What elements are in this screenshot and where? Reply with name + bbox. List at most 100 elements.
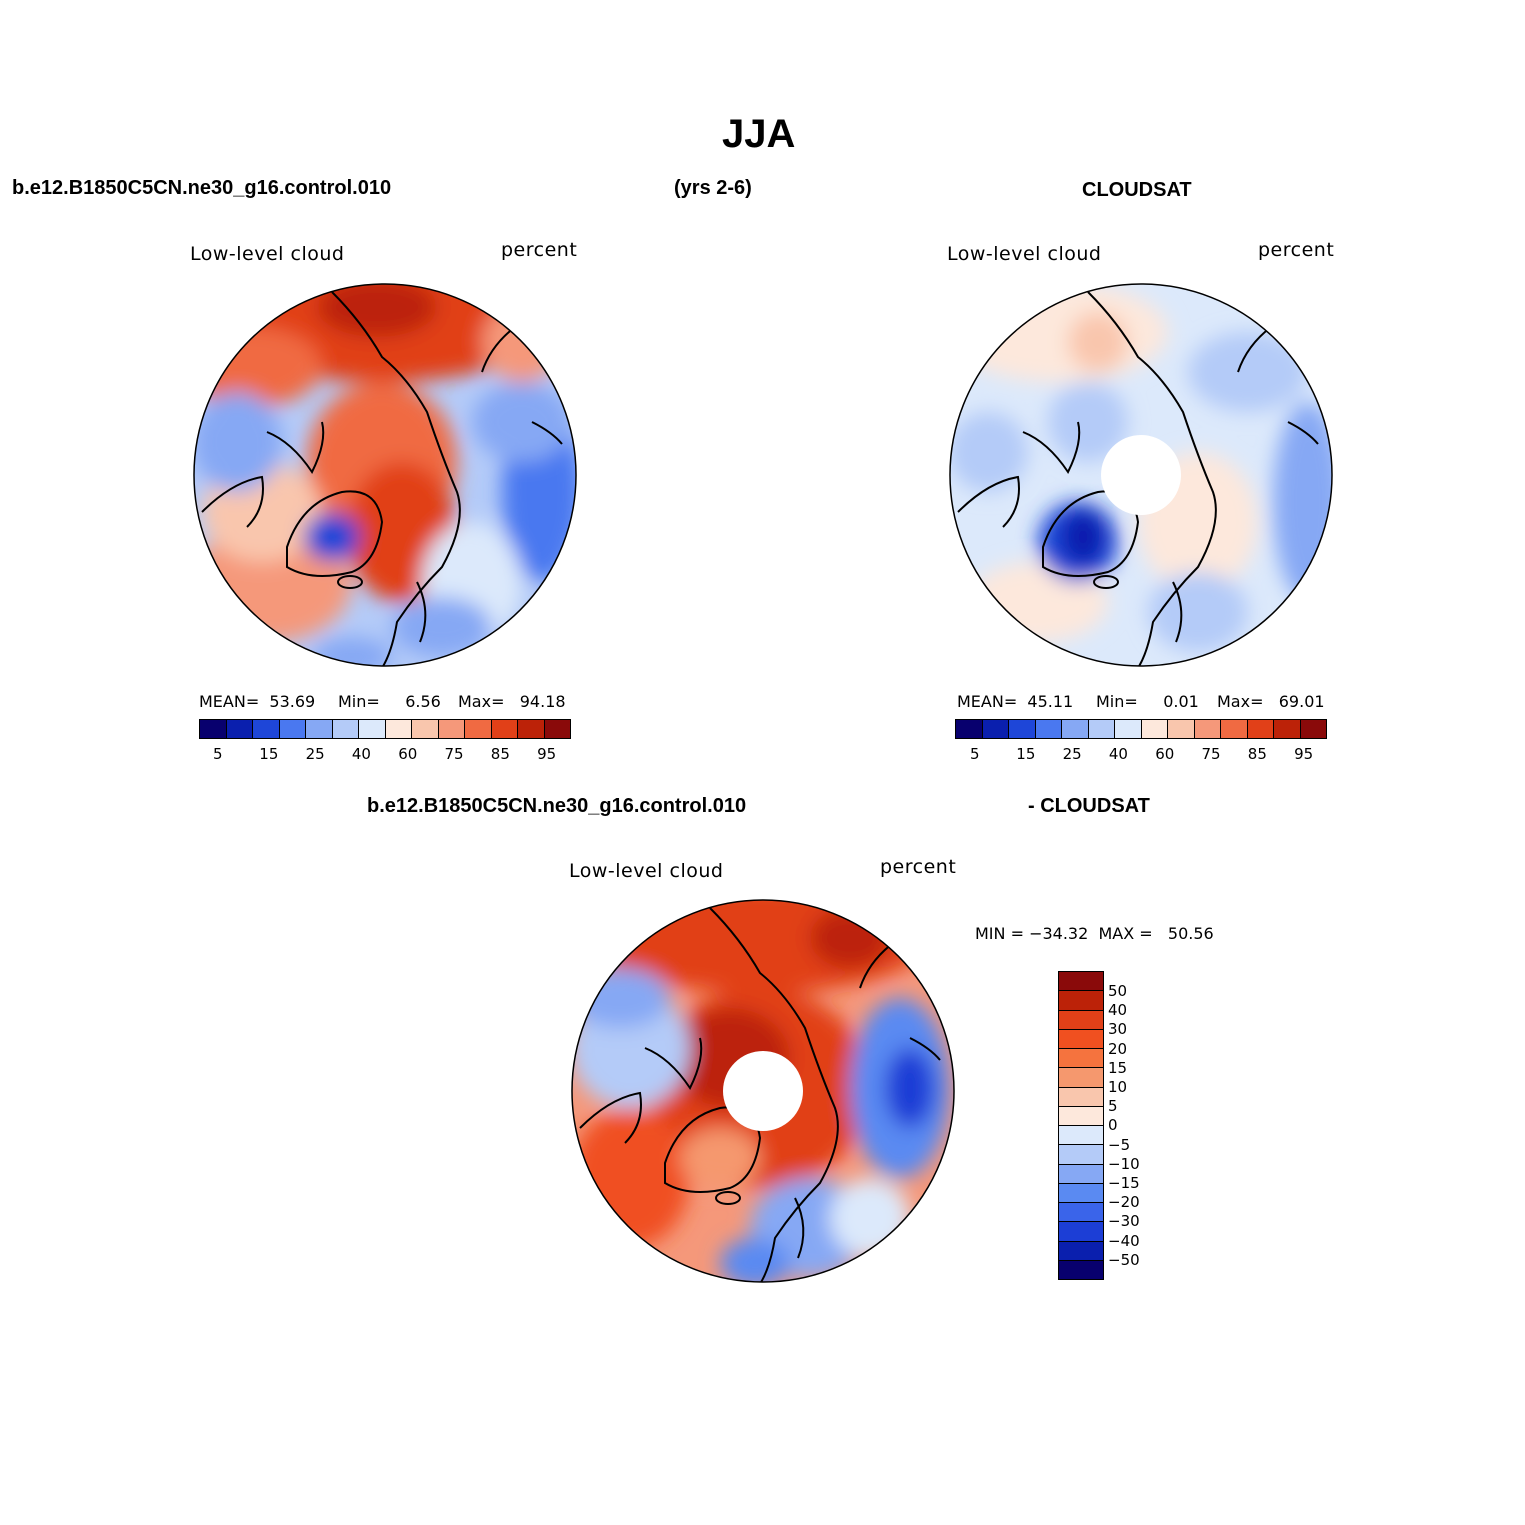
- colorbar-swatch: [1009, 720, 1036, 738]
- colorbar-swatch: [544, 720, 570, 738]
- colorbar-tick-label: 0: [1108, 1116, 1118, 1135]
- colorbar-tick-label: 5: [1108, 1097, 1118, 1116]
- colorbar-swatch: [438, 720, 465, 738]
- model-mean-value: 53.69: [269, 692, 316, 711]
- colorbar-swatch: [1247, 720, 1274, 738]
- obs-max-stat: Max= 69.01: [1217, 692, 1325, 711]
- colorbar-swatch: [200, 720, 227, 738]
- colorbar-swatch: [385, 720, 412, 738]
- colorbar-tick-label: 40: [351, 745, 371, 763]
- model-min-stat: Min= 6.56: [338, 692, 441, 711]
- colorbar-swatch: [1300, 720, 1326, 738]
- diff-variable-label: Low-level cloud: [569, 860, 724, 882]
- colorbar-swatch: [1274, 720, 1301, 738]
- colorbar-tick-label: 5: [970, 745, 980, 763]
- colorbar-swatch: [1059, 1183, 1103, 1203]
- colorbar-swatch: [1059, 1241, 1103, 1261]
- colorbar-swatch: [1059, 1106, 1103, 1126]
- model-units-label: percent: [501, 239, 578, 261]
- colorbar-swatch: [1059, 1164, 1103, 1184]
- colorbar-swatch: [279, 720, 306, 738]
- diff-obs-name-header: - CLOUDSAT: [1028, 795, 1150, 817]
- model-max-stat: Max= 94.18: [458, 692, 566, 711]
- colorbar-swatch: [1059, 1260, 1103, 1279]
- colorbar-tick-label: −30: [1108, 1212, 1140, 1231]
- colorbar-tick-label: 20: [1108, 1039, 1128, 1058]
- diff-colorbar: [1058, 971, 1104, 1280]
- obs-colorbar: [955, 719, 1327, 739]
- colorbar-swatch: [359, 720, 386, 738]
- obs-polar-map: [949, 283, 1333, 667]
- colorbar-tick-label: 15: [1016, 745, 1036, 763]
- colorbar-swatch: [1115, 720, 1142, 738]
- colorbar-swatch: [1059, 1010, 1103, 1030]
- colorbar-swatch: [412, 720, 439, 738]
- model-mean-stat: MEAN= 53.69: [199, 692, 316, 711]
- colorbar-swatch: [1059, 1029, 1103, 1049]
- colorbar-swatch: [1059, 1068, 1103, 1088]
- colorbar-swatch: [1088, 720, 1115, 738]
- colorbar-swatch: [1062, 720, 1089, 738]
- model-colorbar: [199, 719, 571, 739]
- colorbar-swatch: [1059, 1049, 1103, 1069]
- colorbar-swatch: [253, 720, 280, 738]
- colorbar-tick-label: 15: [1108, 1058, 1128, 1077]
- obs-name-header: CLOUDSAT: [1082, 179, 1192, 201]
- colorbar-tick-label: 10: [1108, 1078, 1128, 1096]
- colorbar-swatch: [306, 720, 333, 738]
- colorbar-swatch: [956, 720, 983, 738]
- colorbar-tick-label: 50: [1108, 982, 1128, 1000]
- colorbar-tick-label: 40: [1108, 1001, 1128, 1020]
- colorbar-tick-label: 15: [259, 745, 279, 763]
- colorbar-swatch: [1059, 1222, 1103, 1242]
- colorbar-tick-label: 85: [490, 745, 510, 763]
- diff-units-label: percent: [880, 856, 957, 878]
- colorbar-tick-label: 95: [537, 745, 557, 763]
- colorbar-swatch: [982, 720, 1009, 738]
- colorbar-swatch: [518, 720, 545, 738]
- model-polar-map: [193, 283, 577, 667]
- colorbar-tick-label: 40: [1108, 745, 1128, 763]
- obs-mean-stat: MEAN= 45.11: [957, 692, 1074, 711]
- colorbar-tick-label: 25: [1062, 745, 1082, 763]
- colorbar-tick-label: 95: [1294, 745, 1314, 763]
- colorbar-tick-label: −40: [1108, 1231, 1140, 1250]
- model-variable-label: Low-level cloud: [190, 243, 345, 265]
- colorbar-swatch: [1059, 1203, 1103, 1223]
- obs-units-label: percent: [1258, 239, 1335, 261]
- colorbar-tick-label: 60: [398, 745, 418, 763]
- colorbar-swatch: [226, 720, 253, 738]
- colorbar-swatch: [1059, 1087, 1103, 1107]
- colorbar-tick-label: −50: [1108, 1250, 1140, 1269]
- colorbar-swatch: [465, 720, 492, 738]
- obs-max-value: 69.01: [1278, 692, 1325, 711]
- colorbar-tick-label: −5: [1108, 1135, 1131, 1154]
- colorbar-tick-label: 30: [1108, 1020, 1128, 1039]
- colorbar-swatch: [1221, 720, 1248, 738]
- colorbar-swatch: [1059, 1126, 1103, 1146]
- model-min-value: 6.56: [405, 692, 441, 711]
- colorbar-tick-label: −20: [1108, 1193, 1140, 1212]
- colorbar-swatch: [1059, 1145, 1103, 1165]
- colorbar-tick-label: 60: [1155, 745, 1175, 763]
- obs-mean-value: 45.11: [1027, 692, 1074, 711]
- colorbar-swatch: [1059, 991, 1103, 1011]
- case-name-header: b.e12.B1850C5CN.ne30_g16.control.010: [12, 177, 392, 199]
- colorbar-tick-label: 85: [1247, 745, 1267, 763]
- colorbar-tick-label: 5: [213, 745, 223, 763]
- obs-variable-label: Low-level cloud: [947, 243, 1102, 265]
- diff-case-name-header: b.e12.B1850C5CN.ne30_g16.control.010: [367, 795, 747, 817]
- colorbar-tick-label: −15: [1108, 1174, 1140, 1192]
- colorbar-tick-label: −10: [1108, 1154, 1140, 1173]
- colorbar-swatch: [1035, 720, 1062, 738]
- diff-polar-map: [571, 899, 955, 1283]
- colorbar-swatch: [491, 720, 518, 738]
- figure-title: JJA: [722, 112, 796, 156]
- colorbar-swatch: [332, 720, 359, 738]
- years-header: (yrs 2-6): [674, 177, 752, 199]
- model-max-value: 94.18: [519, 692, 566, 711]
- diff-minmax-text: MIN = −34.32 MAX = 50.56: [975, 924, 1214, 943]
- colorbar-tick-label: 25: [305, 745, 325, 763]
- colorbar-tick-label: 75: [1201, 745, 1221, 763]
- colorbar-swatch: [1194, 720, 1221, 738]
